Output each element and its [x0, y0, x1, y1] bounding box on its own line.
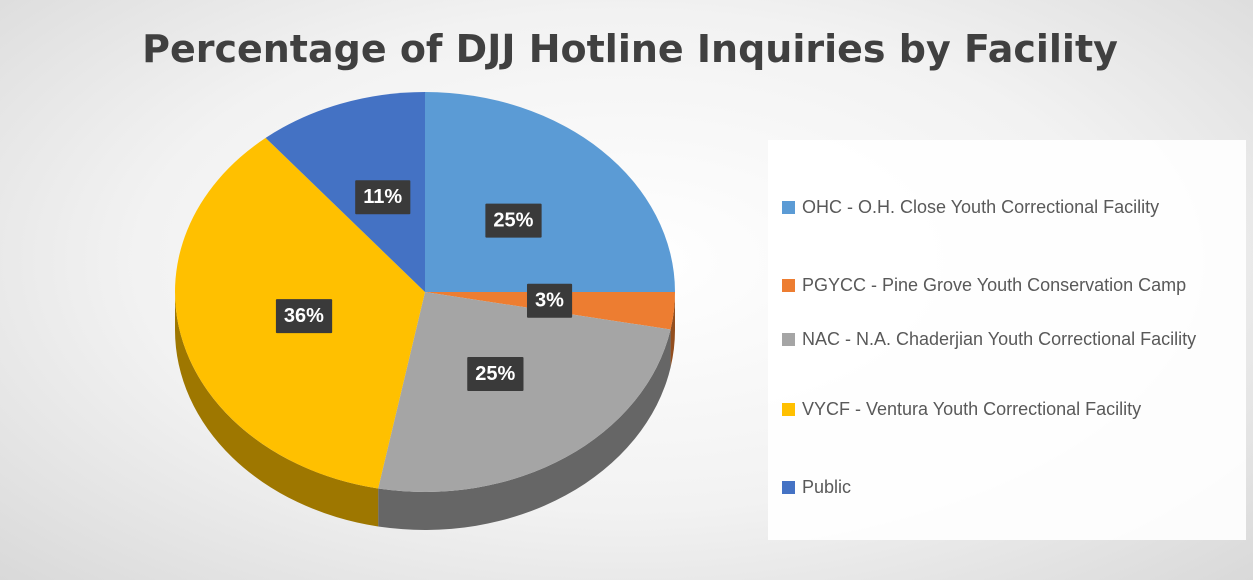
data-label-box	[467, 356, 524, 391]
legend-swatch	[782, 403, 795, 416]
legend-swatch	[782, 279, 795, 292]
data-label: 11%	[363, 186, 402, 208]
data-label-box	[355, 180, 411, 215]
data-label-box	[485, 203, 542, 238]
legend: OHC - O.H. Close Youth Correctional Faci…	[768, 140, 1246, 540]
legend-entry: Public	[782, 473, 1253, 501]
data-label: 25%	[475, 363, 515, 385]
legend-label: NAC - N.A. Chaderjian Youth Correctional…	[802, 329, 1197, 349]
legend-entry: OHC - O.H. Close Youth Correctional Faci…	[782, 193, 1253, 221]
data-label: 3%	[535, 290, 564, 312]
slice-side	[378, 329, 671, 530]
legend-entry: PGYCC - Pine Grove Youth Conservation Ca…	[782, 271, 1253, 299]
legend-label: VYCF - Ventura Youth Correctional Facili…	[802, 399, 1142, 419]
slice-side	[670, 292, 675, 368]
data-label: 25%	[493, 210, 533, 232]
legend-swatch	[782, 481, 795, 494]
slice-side	[175, 292, 379, 527]
data-label-box	[275, 299, 333, 334]
slice	[265, 92, 425, 292]
slice	[425, 92, 675, 292]
legend-label: OHC - O.H. Close Youth Correctional Faci…	[802, 197, 1160, 217]
slice	[378, 292, 671, 492]
legend-entry: VYCF - Ventura Youth Correctional Facili…	[782, 395, 1253, 423]
chart-title: Percentage of DJJ Hotline Inquiries by F…	[142, 27, 1118, 71]
legend-entry: NAC - N.A. Chaderjian Youth Correctional…	[782, 325, 1253, 353]
data-label: 36%	[284, 305, 324, 327]
legend-label: Public	[802, 477, 852, 497]
legend-swatch	[782, 201, 795, 214]
legend-swatch	[782, 333, 795, 346]
data-label-box	[526, 283, 573, 318]
legend-label: PGYCC - Pine Grove Youth Conservation Ca…	[802, 275, 1187, 295]
